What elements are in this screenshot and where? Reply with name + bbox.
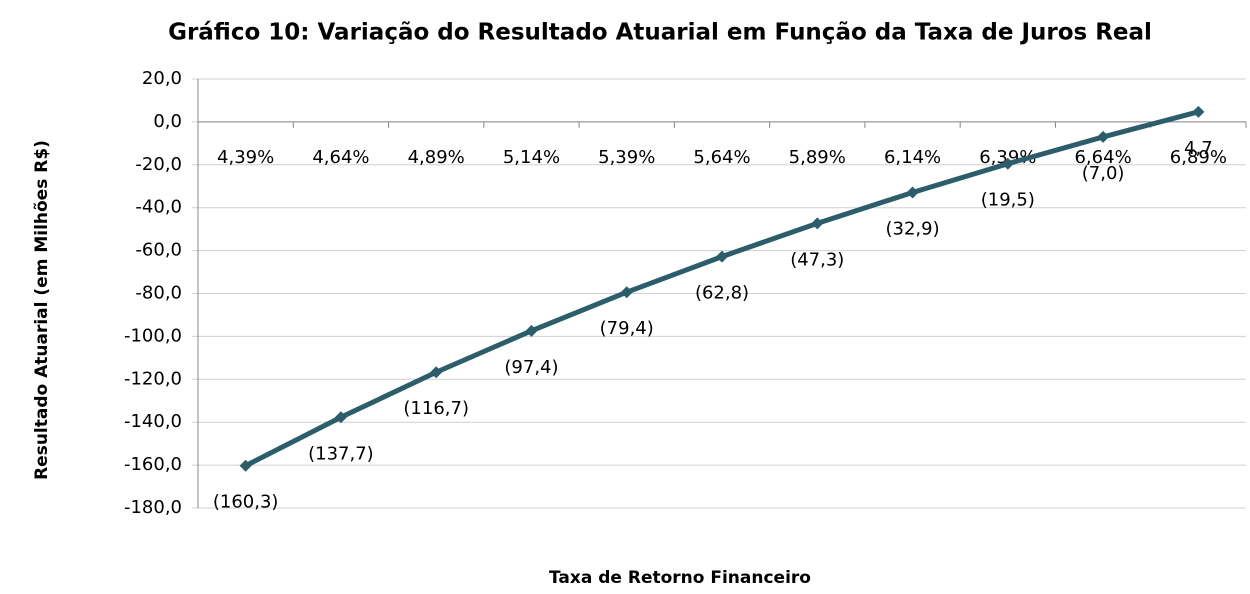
x-tick-label: 4,64% xyxy=(312,147,369,168)
y-tick-label: -20,0 xyxy=(135,154,182,175)
y-tick-label: -80,0 xyxy=(135,283,182,304)
data-label: (47,3) xyxy=(790,249,844,270)
x-tick-label: 5,64% xyxy=(693,147,750,168)
data-label: (137,7) xyxy=(308,443,374,464)
y-tick-label: -160,0 xyxy=(124,454,182,475)
x-tick-label: 4,89% xyxy=(408,147,465,168)
y-tick-label: -100,0 xyxy=(124,325,182,346)
marker xyxy=(239,459,252,472)
x-tick-label: 4,39% xyxy=(217,147,274,168)
data-label: (97,4) xyxy=(504,357,558,378)
y-tick-label: -40,0 xyxy=(135,197,182,218)
y-tick-label: -180,0 xyxy=(124,497,182,518)
data-label: (62,8) xyxy=(695,283,749,304)
data-label: (160,3) xyxy=(213,492,279,513)
x-tick-label: 6,39% xyxy=(979,147,1036,168)
data-label: (19,5) xyxy=(981,190,1035,211)
x-axis-title: Taxa de Retorno Financeiro xyxy=(549,568,811,588)
data-label: (7,0) xyxy=(1082,163,1125,184)
x-tick-label: 5,89% xyxy=(789,147,846,168)
data-label: 4,7 xyxy=(1184,138,1213,159)
data-label: (79,4) xyxy=(600,318,654,339)
marker xyxy=(1192,105,1205,118)
y-tick-label: 0,0 xyxy=(153,111,182,132)
marker xyxy=(906,186,919,199)
marker xyxy=(811,217,824,230)
x-tick-label: 6,14% xyxy=(884,147,941,168)
x-tick-label: 6,64% xyxy=(1074,147,1131,168)
marker xyxy=(620,286,633,299)
x-tick-label: 6,89% xyxy=(1170,147,1227,168)
x-tick-label: 5,39% xyxy=(598,147,655,168)
marker xyxy=(525,324,538,337)
data-label: (116,7) xyxy=(403,398,469,419)
chart-title: Gráfico 10: Variação do Resultado Atuari… xyxy=(168,20,1152,46)
data-label: (32,9) xyxy=(885,218,939,239)
marker xyxy=(430,366,443,379)
y-tick-label: 20,0 xyxy=(142,68,182,89)
marker xyxy=(716,250,728,263)
y-tick-label: -140,0 xyxy=(124,411,182,432)
y-axis-title: Resultado Atuarial (em Milhões R$) xyxy=(32,140,52,480)
x-tick-label: 5,14% xyxy=(503,147,560,168)
marker xyxy=(1097,130,1110,143)
y-tick-label: -60,0 xyxy=(135,240,182,261)
y-tick-label: -120,0 xyxy=(124,368,182,389)
marker xyxy=(334,411,347,424)
marker xyxy=(1001,157,1014,170)
